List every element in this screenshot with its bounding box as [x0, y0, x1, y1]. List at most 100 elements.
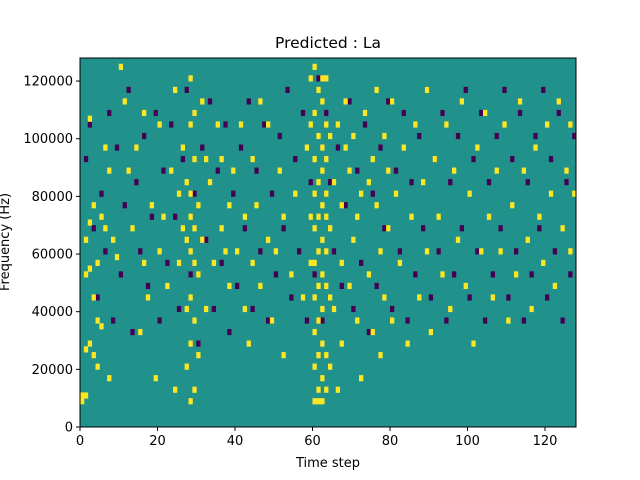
- heatmap-cell-low: [320, 317, 325, 324]
- heatmap-cell-high: [328, 363, 333, 370]
- heatmap-cell-low: [165, 259, 170, 266]
- heatmap-cell-low: [297, 248, 302, 255]
- heatmap-cell-high: [382, 132, 387, 140]
- heatmap-cell-high: [95, 317, 100, 324]
- heatmap-cell-low: [114, 144, 120, 151]
- heatmap-cell-high: [370, 328, 375, 336]
- heatmap-cell-low: [215, 167, 220, 174]
- heatmap-cell-low: [231, 190, 236, 197]
- heatmap-cell-high: [506, 317, 511, 324]
- heatmap-cell-low: [103, 248, 108, 255]
- heatmap-cell-high: [324, 386, 329, 393]
- heatmap-cell-low: [207, 98, 213, 105]
- x-tick-label: 20: [149, 434, 166, 449]
- heatmap-cell-high: [258, 282, 263, 290]
- heatmap-cell-high: [370, 156, 375, 163]
- heatmap-cell-low: [192, 190, 197, 197]
- heatmap-cell-high: [176, 259, 182, 266]
- heatmap-cell-low: [479, 109, 484, 117]
- heatmap-cell-high: [347, 167, 352, 174]
- heatmap-cell-high: [103, 225, 108, 232]
- heatmap-cell-high: [525, 236, 530, 243]
- heatmap-cell-high: [196, 202, 201, 209]
- heatmap-cell-low: [541, 86, 546, 93]
- heatmap-cell-high: [83, 392, 89, 399]
- heatmap-cell-high: [312, 109, 317, 117]
- heatmap-cell-high: [184, 236, 189, 243]
- heatmap-cell-high: [312, 63, 317, 70]
- heatmap-cell-high: [316, 352, 321, 359]
- heatmap-cell-high: [316, 386, 321, 393]
- heatmap-cell-high: [316, 282, 321, 290]
- heatmap-cell-high: [556, 98, 561, 105]
- heatmap-cell-high: [277, 167, 282, 174]
- heatmap-cell-low: [188, 271, 193, 278]
- heatmap-cell-low: [134, 179, 139, 186]
- heatmap-cell-low: [126, 86, 131, 93]
- heatmap-cell-high: [223, 248, 228, 255]
- heatmap-cell-high: [266, 236, 271, 243]
- heatmap-cell-low: [335, 144, 341, 151]
- heatmap-cell-high: [176, 190, 182, 197]
- y-tick-label: 40000: [32, 305, 73, 320]
- heatmap-cell-high: [111, 236, 116, 243]
- heatmap-cell-high: [494, 167, 499, 174]
- heatmap-cell-high: [320, 98, 325, 105]
- heatmap-cell-high: [269, 317, 275, 324]
- heatmap-cell-high: [467, 190, 472, 197]
- heatmap-cell-high: [83, 236, 89, 243]
- heatmap-cell-high: [328, 225, 333, 232]
- heatmap-cell-high: [320, 202, 325, 209]
- heatmap-cell-high: [428, 328, 434, 336]
- heatmap-cell-high: [320, 75, 325, 82]
- heatmap-cell-low: [517, 109, 523, 117]
- heatmap-cell-low: [370, 190, 375, 197]
- heatmap-cell-high: [424, 248, 430, 255]
- heatmap-cell-high: [87, 265, 93, 272]
- y-axis-title: Frequency (Hz): [0, 193, 13, 291]
- heatmap-cell-high: [142, 259, 147, 266]
- heatmap-cell-low: [490, 271, 496, 278]
- heatmap-cell-high: [502, 121, 507, 128]
- heatmap-cell-low: [339, 282, 344, 290]
- heatmap-cell-high: [331, 305, 337, 313]
- heatmap-cell-low: [312, 271, 317, 278]
- heatmap-cell-high: [138, 328, 143, 336]
- heatmap-cell-low: [130, 328, 135, 336]
- heatmap-cell-low: [525, 179, 530, 186]
- heatmap-cell-high: [161, 213, 166, 220]
- heatmap-cell-low: [176, 305, 182, 313]
- heatmap-cell-low: [359, 259, 364, 266]
- heatmap-cell-high: [149, 202, 155, 209]
- heatmap-cell-low: [351, 305, 356, 313]
- heatmap-cell-low: [552, 248, 558, 255]
- heatmap-cell-low: [200, 144, 205, 151]
- heatmap-cell-high: [486, 213, 492, 220]
- heatmap-cell-high: [320, 305, 325, 313]
- heatmap-cell-high: [238, 121, 244, 128]
- heatmap-cell-low: [564, 179, 569, 186]
- heatmap-cell-high: [188, 340, 193, 347]
- heatmap-cell-high: [83, 271, 89, 278]
- heatmap-cell-low: [173, 213, 178, 220]
- heatmap-cell-low: [99, 190, 104, 197]
- heatmap-cell-high: [355, 213, 360, 220]
- heatmap-cell-high: [316, 179, 321, 186]
- heatmap-cell-high: [80, 398, 85, 405]
- heatmap-cell-high: [490, 294, 496, 301]
- heatmap-cell-low: [223, 121, 228, 128]
- heatmap-cell-low: [401, 109, 406, 117]
- heatmap-cell-high: [204, 156, 209, 163]
- heatmap-cell-high: [207, 179, 213, 186]
- heatmap-cell-high: [308, 121, 313, 128]
- heatmap-cell-high: [134, 144, 139, 151]
- heatmap-cell-high: [173, 386, 178, 393]
- heatmap-cell-low: [111, 317, 116, 324]
- heatmap-cell-low: [304, 317, 310, 324]
- heatmap-cell-low: [448, 179, 453, 186]
- heatmap-cell-high: [122, 98, 127, 105]
- heatmap-cell-high: [293, 190, 298, 197]
- heatmap-cell-high: [320, 236, 325, 243]
- heatmap-cell-high: [320, 144, 325, 151]
- heatmap-cell-high: [95, 363, 100, 370]
